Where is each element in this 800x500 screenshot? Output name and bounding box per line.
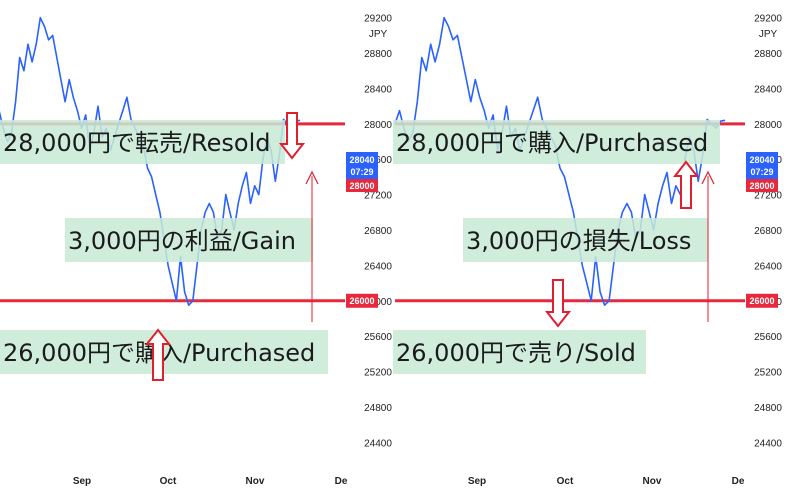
up-arrow-icon — [144, 328, 172, 381]
y-tick-label: 28400 — [754, 84, 782, 95]
annotation-text-bottom: 26,000円で売り/Sold — [396, 339, 636, 367]
level-badge-bg-top — [346, 179, 378, 192]
price-badge-value: 28040 — [749, 155, 774, 165]
target-arrow-head — [701, 170, 715, 185]
y-tick-label: 24800 — [364, 403, 392, 414]
price-badge-value: 28040 — [349, 155, 374, 165]
annotation-text-middle: 3,000円の損失/Loss — [466, 227, 691, 255]
target-arrow-head — [305, 170, 319, 185]
level-badge-bg-bottom — [346, 293, 378, 308]
x-tick-label: Nov — [246, 476, 265, 487]
y-tick-label: 25200 — [364, 368, 392, 379]
down-arrow-icon — [278, 112, 306, 160]
y-tick-label: 26000 — [364, 297, 392, 308]
x-tick-label: Sep — [73, 476, 91, 487]
y-tick-label: 27200 — [364, 191, 392, 202]
y-tick-label: 26800 — [364, 226, 392, 237]
y-tick-label: 24800 — [754, 403, 782, 414]
price-badge-bg — [346, 152, 378, 179]
x-tick-label: De — [732, 476, 745, 487]
level-badge-top: 28000 — [349, 181, 374, 191]
y-tick-label: 25600 — [364, 332, 392, 343]
x-tick-label: Nov — [643, 476, 662, 487]
level-badge-top: 28000 — [749, 181, 774, 191]
annotation-text-middle: 3,000円の利益/Gain — [68, 227, 296, 255]
x-tick-label: Oct — [557, 476, 574, 487]
y-tick-label: 27600 — [364, 155, 392, 166]
y-tick-label: 29200 — [364, 14, 392, 25]
level-badge-bottom: 26000 — [349, 296, 374, 306]
annotation-text-top: 28,000円で転売/Resold — [3, 129, 271, 157]
y-tick-label: 24400 — [754, 438, 782, 449]
y-tick-label: 28800 — [754, 49, 782, 60]
price-badge-bg — [746, 152, 778, 179]
y-axis-currency: JPY — [759, 29, 778, 40]
y-tick-label: 24400 — [364, 438, 392, 449]
y-tick-label: 26400 — [754, 261, 782, 272]
down-arrow-icon — [544, 279, 572, 328]
x-tick-label: Oct — [160, 476, 177, 487]
annotation-text-top: 28,000円で購入/Purchased — [396, 129, 708, 157]
price-badge-time: 07:29 — [350, 167, 373, 177]
x-tick-label: Sep — [468, 476, 486, 487]
y-axis-currency: JPY — [369, 29, 388, 40]
y-tick-label: 28000 — [364, 120, 392, 131]
x-tick-label: De — [335, 476, 348, 487]
chart-panel-right: JPY2920028800284002800027600272002680026… — [393, 14, 782, 487]
price-line — [0, 16, 301, 307]
y-tick-label: 28400 — [364, 84, 392, 95]
y-tick-label: 26800 — [754, 226, 782, 237]
y-tick-label: 25600 — [754, 332, 782, 343]
annotation-box-top — [0, 120, 285, 164]
y-tick-label: 29200 — [754, 14, 782, 25]
level-badge-bottom: 26000 — [749, 296, 774, 306]
y-tick-label: 26400 — [364, 261, 392, 272]
y-tick-label: 28000 — [754, 120, 782, 131]
up-arrow-icon — [672, 160, 700, 209]
y-tick-label: 25200 — [754, 368, 782, 379]
price-badge-time: 07:29 — [750, 167, 773, 177]
annotation-box-middle — [463, 218, 708, 262]
price-line — [394, 16, 726, 307]
y-tick-label: 27200 — [754, 191, 782, 202]
level-badge-bg-bottom — [746, 293, 778, 308]
level-badge-bg-top — [746, 179, 778, 192]
annotation-box-top — [393, 120, 720, 164]
y-tick-label: 28800 — [364, 49, 392, 60]
annotation-box-middle — [65, 218, 313, 262]
annotation-box-bottom — [393, 330, 646, 374]
chart-panel-left: JPY 29200 28800 28400 28000 27600 27200 26800 26… — [0, 14, 392, 487]
